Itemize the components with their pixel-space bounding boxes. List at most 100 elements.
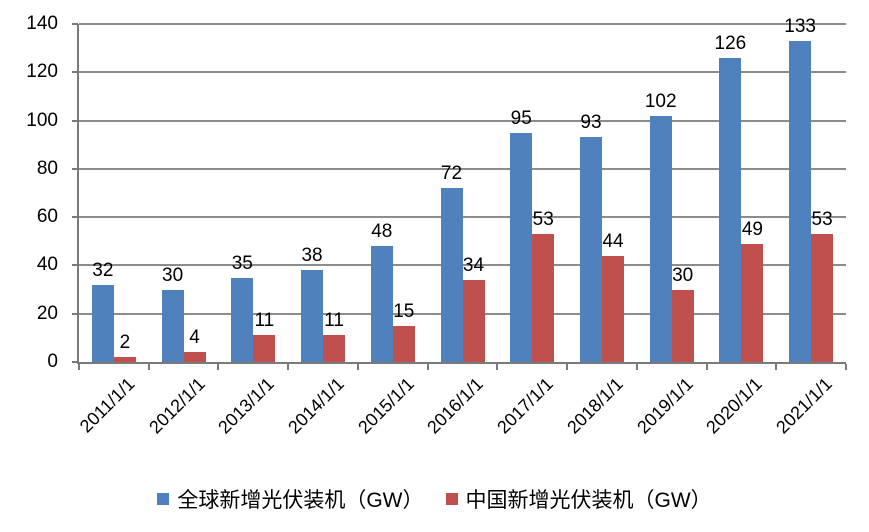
- value-label-global-2011: 32: [92, 259, 114, 281]
- x-axis-tick-label: 2016/1/1: [423, 373, 488, 438]
- gridline: [79, 216, 846, 219]
- y-axis-tick-label: 20: [36, 302, 58, 324]
- value-label-china-2014: 11: [324, 310, 344, 332]
- x-axis-tick-label: 2015/1/1: [353, 373, 418, 438]
- y-axis-tick: [72, 312, 78, 315]
- value-label-global-2018: 93: [580, 112, 602, 134]
- bar-china-2020: [741, 243, 764, 362]
- x-axis-tick: [78, 364, 80, 370]
- bar-china-2013: [253, 335, 276, 362]
- x-axis-tick-label: 2021/1/1: [772, 373, 836, 438]
- x-axis-tick: [775, 364, 778, 370]
- bar-global-2017: [510, 132, 533, 362]
- value-label-china-2017: 53: [532, 209, 554, 231]
- x-axis-tick-label: 2014/1/1: [284, 373, 348, 438]
- bar-global-2016: [440, 188, 463, 362]
- y-axis-tick-label: 60: [36, 206, 58, 228]
- bar-china-2014: [323, 335, 346, 362]
- bar-global-2012: [161, 289, 184, 362]
- value-label-global-2020: 126: [714, 32, 747, 54]
- x-axis-tick-label: 2020/1/1: [702, 373, 767, 438]
- legend-label-global: 全球新增光伏装机（GW）: [177, 489, 424, 512]
- gridline: [79, 264, 846, 267]
- value-label-global-2017: 95: [510, 107, 532, 129]
- bar-china-2017: [532, 234, 555, 362]
- y-axis-tick-label: 40: [36, 254, 58, 276]
- x-axis-line: [77, 362, 846, 364]
- bar-global-2021: [789, 40, 812, 362]
- x-axis-tick: [566, 364, 569, 370]
- legend-label-china: 中国新增光伏装机（GW）: [465, 489, 712, 512]
- y-axis-line: [77, 24, 79, 362]
- value-label-global-2015: 48: [371, 221, 393, 243]
- y-axis-tick: [72, 264, 78, 267]
- gridline: [79, 23, 846, 25]
- bar-global-2020: [719, 57, 742, 362]
- bar-china-2021: [811, 234, 834, 362]
- y-axis-tick: [72, 216, 78, 219]
- x-axis-tick: [356, 364, 359, 370]
- value-label-china-2011: 2: [119, 332, 131, 354]
- gridline: [79, 119, 846, 122]
- y-axis-tick-label: 100: [26, 109, 58, 131]
- x-axis-tick: [287, 364, 290, 370]
- bar-china-2019: [671, 289, 694, 362]
- x-axis-tick-label: 2017/1/1: [493, 373, 558, 438]
- legend-item-global: 全球新增光伏装机（GW）: [157, 484, 424, 514]
- y-axis-tick-label: 120: [26, 61, 58, 83]
- bar-global-2011: [91, 284, 114, 362]
- value-label-global-2021: 133: [784, 15, 816, 37]
- x-axis-tick: [426, 364, 429, 370]
- value-label-china-2012: 4: [189, 327, 200, 349]
- value-label-global-2016: 72: [440, 163, 463, 185]
- value-label-china-2016: 34: [462, 254, 485, 276]
- x-axis-tick: [845, 364, 847, 370]
- value-label-global-2019: 102: [644, 90, 677, 112]
- y-axis-tick: [72, 361, 78, 363]
- y-axis-tick: [72, 119, 78, 122]
- x-axis-tick-label: 2011/1/1: [75, 373, 139, 437]
- legend-item-china: 中国新增光伏装机（GW）: [445, 484, 712, 514]
- x-axis-tick-label: 2013/1/1: [214, 373, 279, 438]
- legend-swatch-global-icon: [157, 493, 170, 505]
- y-axis-tick: [72, 167, 78, 170]
- bar-china-2016: [462, 279, 485, 362]
- value-label-china-2015: 15: [393, 300, 415, 322]
- value-label-global-2014: 38: [301, 245, 323, 267]
- bar-china-2012: [183, 352, 206, 362]
- value-label-china-2019: 30: [672, 264, 694, 286]
- y-axis-tick-label: 140: [26, 13, 58, 34]
- value-label-global-2012: 30: [162, 264, 184, 286]
- gridline: [79, 167, 846, 170]
- bar-global-2013: [231, 277, 254, 362]
- x-axis-tick-label: 2019/1/1: [632, 373, 697, 438]
- y-axis-tick: [72, 71, 78, 74]
- x-axis-tick: [635, 364, 638, 370]
- gridline: [79, 71, 846, 74]
- bar-global-2014: [301, 270, 324, 362]
- bar-china-2011: [113, 357, 136, 362]
- value-label-global-2013: 35: [231, 252, 253, 274]
- value-label-china-2018: 44: [602, 230, 624, 252]
- bar-global-2015: [370, 246, 393, 362]
- x-axis-tick-label: 2012/1/1: [144, 373, 209, 438]
- x-axis-tick: [496, 364, 499, 370]
- bar-global-2019: [649, 115, 672, 362]
- bar-china-2018: [601, 255, 624, 362]
- x-axis-tick: [705, 364, 708, 370]
- legend: 全球新增光伏装机（GW） 中国新增光伏装机（GW）: [0, 484, 869, 514]
- value-label-china-2013: 11: [254, 310, 275, 332]
- y-axis-tick-label: 0: [47, 351, 58, 372]
- x-axis-tick: [147, 364, 150, 370]
- y-axis-tick: [72, 23, 78, 25]
- x-axis-tick-label: 2018/1/1: [563, 373, 627, 438]
- legend-swatch-china-icon: [445, 493, 458, 505]
- y-axis-tick-label: 80: [36, 157, 58, 179]
- value-label-china-2020: 49: [741, 218, 763, 240]
- x-axis-tick: [217, 364, 220, 370]
- bar-global-2018: [579, 137, 602, 362]
- value-label-china-2021: 53: [811, 209, 833, 231]
- bar-china-2015: [392, 325, 415, 362]
